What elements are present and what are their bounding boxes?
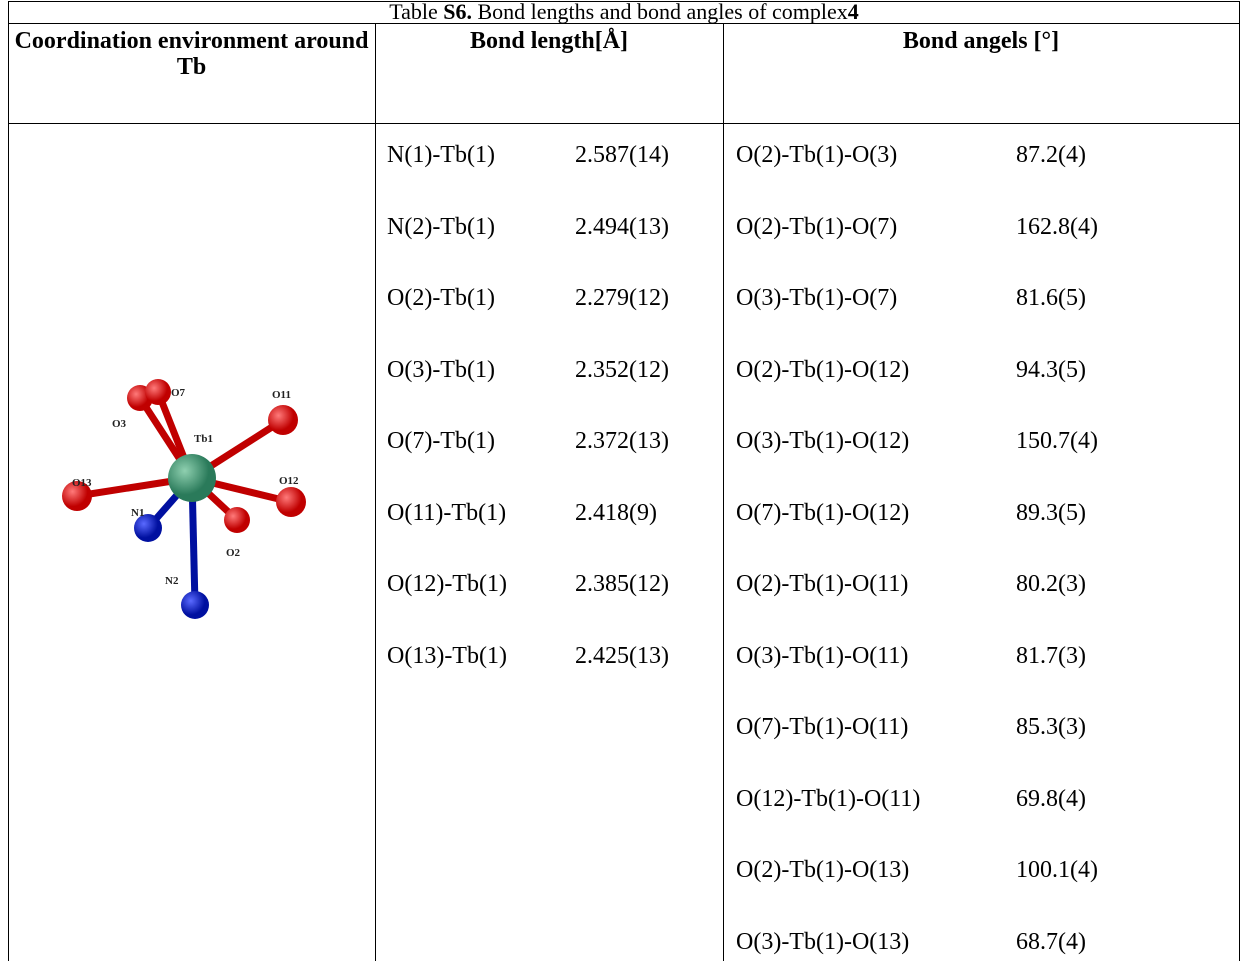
atom-label: O2 [226, 547, 241, 559]
bond-name: N(1)-Tb(1) [387, 141, 495, 169]
angle-name: O(2)-Tb(1)-O(11) [736, 570, 908, 598]
border [375, 23, 376, 961]
atom-label: O11 [272, 389, 291, 401]
complex-number: 4 [848, 0, 859, 24]
angle-name: O(12)-Tb(1)-O(11) [736, 785, 920, 813]
atom-label: O12 [279, 475, 299, 487]
atom-label: O7 [171, 387, 186, 399]
angle-value: 80.2(3) [1016, 570, 1086, 598]
angle-name: O(2)-Tb(1)-O(12) [736, 356, 909, 384]
atom [168, 454, 216, 502]
bond-name: O(13)-Tb(1) [387, 642, 507, 670]
atom [276, 487, 306, 517]
atom [268, 405, 298, 435]
bond-length: 2.352(12) [575, 356, 669, 384]
bond-length: 2.425(13) [575, 642, 669, 670]
angle-value: 68.7(4) [1016, 928, 1086, 956]
border [1239, 1, 1240, 961]
atom [145, 379, 171, 405]
angle-name: O(3)-Tb(1)-O(7) [736, 284, 897, 312]
caption-label: Table [389, 0, 438, 24]
angle-name: O(3)-Tb(1)-O(11) [736, 642, 908, 670]
angle-value: 89.3(5) [1016, 499, 1086, 527]
bond-length: 2.587(14) [575, 141, 669, 169]
bond-length: 2.385(12) [575, 570, 669, 598]
header: Bond length[Å] [375, 28, 723, 54]
angle-name: O(7)-Tb(1)-O(12) [736, 499, 909, 527]
angle-value: 150.7(4) [1016, 427, 1098, 455]
atom-label: O13 [72, 477, 92, 489]
bond-length: 2.494(13) [575, 213, 669, 241]
angle-name: O(3)-Tb(1)-O(13) [736, 928, 909, 956]
angle-value: 94.3(5) [1016, 356, 1086, 384]
atom [181, 591, 209, 619]
angle-value: 162.8(4) [1016, 213, 1098, 241]
atom-label: N2 [165, 575, 179, 587]
angle-value: 69.8(4) [1016, 785, 1086, 813]
header: Bond angels [°] [723, 28, 1239, 54]
atom-label: N1 [131, 507, 144, 519]
angle-value: 87.2(4) [1016, 141, 1086, 169]
angle-name: O(2)-Tb(1)-O(13) [736, 856, 909, 884]
angle-value: 81.7(3) [1016, 642, 1086, 670]
bond-length: 2.279(12) [575, 284, 669, 312]
angle-value: 100.1(4) [1016, 856, 1098, 884]
bond-length: 2.372(13) [575, 427, 669, 455]
bond-name: O(11)-Tb(1) [387, 499, 506, 527]
bond-name: O(12)-Tb(1) [387, 570, 507, 598]
caption-text: Bond lengths and bond angles of complex [478, 0, 848, 24]
angle-name: O(3)-Tb(1)-O(12) [736, 427, 909, 455]
atom-label: Tb1 [194, 433, 213, 445]
angle-value: 85.3(3) [1016, 713, 1086, 741]
molecule: O11 O7 O3 Tb1 O13 O12 N1 O2 N2 [0, 0, 375, 961]
bond-name: N(2)-Tb(1) [387, 213, 495, 241]
angle-name: O(7)-Tb(1)-O(11) [736, 713, 908, 741]
border [723, 23, 724, 961]
bond-name: O(2)-Tb(1) [387, 284, 495, 312]
page: Table S6. Bond lengths and bond angles o… [0, 0, 1242, 961]
atom-label: O3 [112, 418, 127, 430]
atom [224, 507, 250, 533]
bond-name: O(3)-Tb(1) [387, 356, 495, 384]
angle-value: 81.6(5) [1016, 284, 1086, 312]
angle-name: O(2)-Tb(1)-O(7) [736, 213, 897, 241]
angle-name: O(2)-Tb(1)-O(3) [736, 141, 897, 169]
bond-name: O(7)-Tb(1) [387, 427, 495, 455]
caption-number: S6. [443, 0, 472, 24]
bond-length: 2.418(9) [575, 499, 657, 527]
